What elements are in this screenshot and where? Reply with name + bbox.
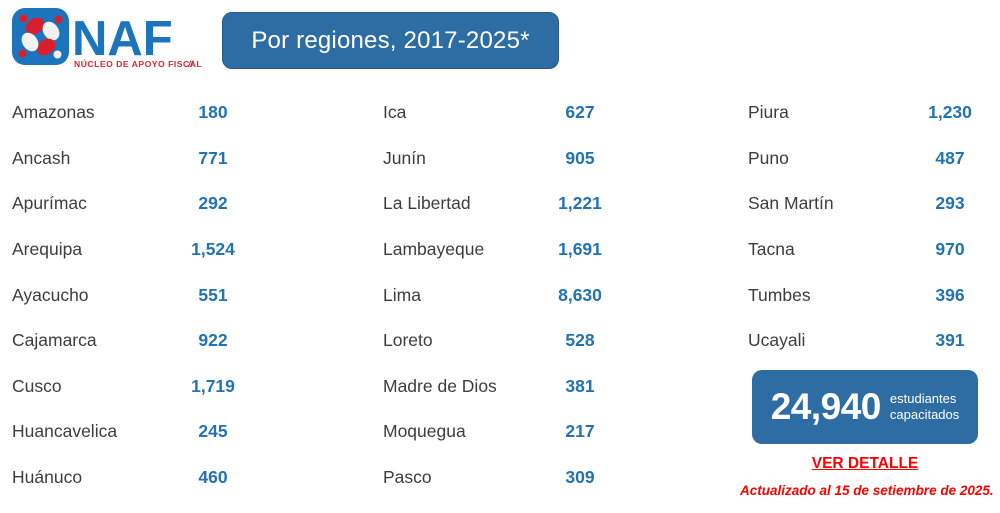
region-label: Lima <box>383 284 421 305</box>
region-row: Ancash 771 <box>12 136 263 182</box>
naf-logo: NAF NÚCLEO DE APOYO FISCAL // <box>12 8 202 70</box>
region-row: Tumbes 396 <box>748 272 1000 318</box>
region-value: 551 <box>198 284 228 305</box>
region-row: Cajamarca 922 <box>12 318 263 364</box>
region-label: San Martín <box>748 193 834 214</box>
region-label: Tumbes <box>748 284 811 305</box>
region-label: Apurímac <box>12 193 87 214</box>
region-row: Huánuco 460 <box>12 455 263 501</box>
region-value: 1,691 <box>558 239 602 260</box>
region-label: Huancavelica <box>12 421 118 442</box>
region-label: Huánuco <box>12 467 83 488</box>
region-value: 1,221 <box>558 193 602 214</box>
region-value: 245 <box>198 421 228 442</box>
region-value: 771 <box>198 147 228 168</box>
region-row: Junín 905 <box>383 136 630 182</box>
naf-logo-mark <box>12 8 69 65</box>
total-summary-box: 24,940 estudiantes capacitados <box>752 370 978 444</box>
region-label: Ayacucho <box>12 284 89 305</box>
total-caption-line1: estudiantes <box>889 390 957 406</box>
region-row: Cusco 1,719 <box>12 364 263 410</box>
region-column-1: Amazonas 180 Ancash 771 Apurímac 292 Arequipa 1… <box>12 90 263 500</box>
region-row: Lambayeque 1,691 <box>383 227 630 273</box>
ver-detalle-link[interactable]: VER DETALLE <box>811 455 919 472</box>
region-value: 8,630 <box>558 284 602 305</box>
region-value: 922 <box>198 330 228 351</box>
region-label: Amazonas <box>12 102 95 123</box>
region-row: Ica 627 <box>383 90 630 136</box>
region-label: Lambayeque <box>383 239 485 260</box>
region-value: 309 <box>565 467 595 488</box>
region-label: Ica <box>383 102 407 123</box>
region-row: Moquegua 217 <box>383 409 630 455</box>
updated-footnote: Actualizado al 15 de setiembre de 2025. <box>740 483 994 498</box>
region-label: Junín <box>383 147 426 168</box>
region-label: Ancash <box>12 147 71 168</box>
region-row: Arequipa 1,524 <box>12 227 263 273</box>
region-label: Madre de Dios <box>383 375 497 396</box>
region-row: Loreto 528 <box>383 318 630 364</box>
region-row: Tacna 970 <box>748 227 1000 273</box>
naf-logo-subtitle: NÚCLEO DE APOYO FISCAL <box>74 58 202 69</box>
region-row: Ayacucho 551 <box>12 272 263 318</box>
region-value: 292 <box>198 193 228 214</box>
region-value: 487 <box>935 147 965 168</box>
region-label: La Libertad <box>383 193 471 214</box>
region-value: 528 <box>565 330 595 351</box>
title-banner: Por regiones, 2017-2025* <box>222 12 559 69</box>
region-value: 293 <box>935 193 965 214</box>
region-value: 180 <box>198 102 228 123</box>
region-row: Piura 1,230 <box>748 90 1000 136</box>
region-value: 1,230 <box>928 102 972 123</box>
region-label: Pasco <box>383 467 432 488</box>
naf-logo-text: NAF <box>72 12 173 66</box>
region-label: Cusco <box>12 375 62 396</box>
region-value: 970 <box>935 239 965 260</box>
region-value: 905 <box>565 147 595 168</box>
region-row: Huancavelica 245 <box>12 409 263 455</box>
total-caption-line2: capacitados <box>889 407 960 422</box>
total-students-caption: estudiantes capacitados <box>890 391 959 424</box>
naf-logo-slashes: // <box>187 59 195 70</box>
region-label: Arequipa <box>12 239 83 260</box>
region-label: Loreto <box>383 330 433 351</box>
region-value: 627 <box>565 102 595 123</box>
region-label: Puno <box>748 147 789 168</box>
region-column-3: Piura 1,230 Puno 487 San Martín 293 Tacna 970 Tu… <box>748 90 1000 364</box>
region-value: 460 <box>198 467 228 488</box>
region-row: Amazonas 180 <box>12 90 263 136</box>
region-value: 381 <box>565 375 595 396</box>
region-label: Cajamarca <box>12 330 97 351</box>
region-label: Piura <box>748 102 789 123</box>
region-row: San Martín 293 <box>748 181 1000 227</box>
region-value: 217 <box>565 421 595 442</box>
region-value: 1,719 <box>191 375 235 396</box>
region-label: Ucayali <box>748 330 806 351</box>
region-row: Ucayali 391 <box>748 318 1000 364</box>
region-label: Tacna <box>748 239 795 260</box>
region-value: 1,524 <box>191 239 235 260</box>
region-row: Puno 487 <box>748 136 1000 182</box>
region-value: 391 <box>935 330 965 351</box>
region-row: Pasco 309 <box>383 455 630 501</box>
region-value: 396 <box>935 284 965 305</box>
total-students-value: 24,940 <box>770 386 882 427</box>
region-row: La Libertad 1,221 <box>383 181 630 227</box>
region-label: Moquegua <box>383 421 466 442</box>
region-column-2: Ica 627 Junín 905 La Libertad 1,221 Lambayeque… <box>383 90 630 500</box>
page-title: Por regiones, 2017-2025* <box>251 26 530 54</box>
region-row: Lima 8,630 <box>383 272 630 318</box>
region-row: Madre de Dios 381 <box>383 364 630 410</box>
region-row: Apurímac 292 <box>12 181 263 227</box>
